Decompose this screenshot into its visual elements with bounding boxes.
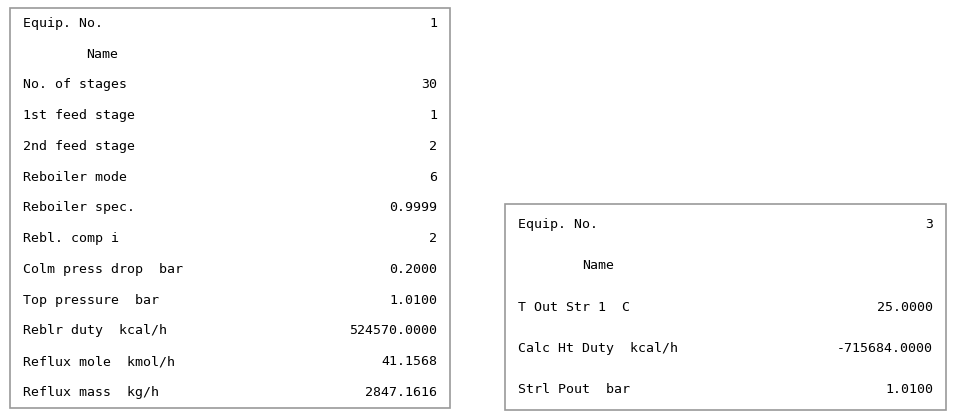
Text: Name: Name [582, 260, 614, 272]
Text: Rebl. comp i: Rebl. comp i [23, 232, 119, 245]
Text: 30: 30 [421, 79, 437, 92]
Text: 1.0100: 1.0100 [389, 294, 437, 307]
Text: Reboiler mode: Reboiler mode [23, 171, 127, 184]
Text: Colm press drop  bar: Colm press drop bar [23, 263, 183, 276]
Text: 25.0000: 25.0000 [878, 301, 933, 313]
Text: Reflux mole  kmol/h: Reflux mole kmol/h [23, 355, 175, 368]
Text: 0.2000: 0.2000 [389, 263, 437, 276]
Text: Strl Pout  bar: Strl Pout bar [519, 383, 630, 396]
Text: 1st feed stage: 1st feed stage [23, 109, 136, 122]
Text: Reflux mass  kg/h: Reflux mass kg/h [23, 386, 159, 399]
Text: 2: 2 [429, 140, 437, 153]
Text: T Out Str 1  C: T Out Str 1 C [519, 301, 630, 313]
Text: Reboiler spec.: Reboiler spec. [23, 202, 136, 214]
FancyBboxPatch shape [505, 204, 946, 410]
Text: 524570.0000: 524570.0000 [350, 324, 437, 337]
Text: 1: 1 [429, 109, 437, 122]
Text: 3: 3 [925, 218, 933, 231]
Text: 1.0100: 1.0100 [885, 383, 933, 396]
Text: -715684.0000: -715684.0000 [838, 342, 933, 354]
Text: Top pressure  bar: Top pressure bar [23, 294, 159, 307]
Text: 41.1568: 41.1568 [381, 355, 437, 368]
Text: Calc Ht Duty  kcal/h: Calc Ht Duty kcal/h [519, 342, 678, 354]
Text: 2nd feed stage: 2nd feed stage [23, 140, 136, 153]
Text: Equip. No.: Equip. No. [23, 17, 103, 30]
Text: Name: Name [87, 47, 118, 60]
Text: No. of stages: No. of stages [23, 79, 127, 92]
Text: 2: 2 [429, 232, 437, 245]
Text: Equip. No.: Equip. No. [519, 218, 599, 231]
Text: Reblr duty  kcal/h: Reblr duty kcal/h [23, 324, 167, 337]
Text: 6: 6 [429, 171, 437, 184]
Text: 0.9999: 0.9999 [389, 202, 437, 214]
Text: 2847.1616: 2847.1616 [365, 386, 437, 399]
FancyBboxPatch shape [10, 8, 451, 408]
Text: 1: 1 [429, 17, 437, 30]
